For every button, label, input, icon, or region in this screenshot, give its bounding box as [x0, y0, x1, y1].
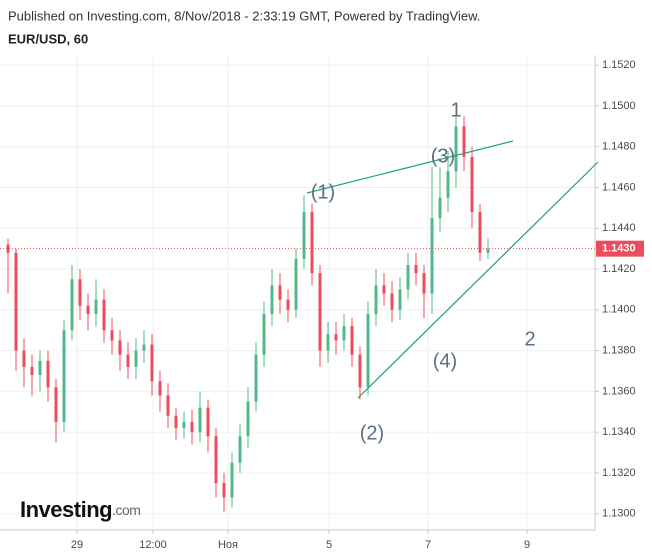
candle-body [302, 211, 306, 259]
logo-suffix: .com [112, 502, 140, 518]
candle-body [166, 395, 170, 416]
annotation: (2) [360, 422, 384, 444]
candle-body [350, 326, 354, 355]
candle-body [54, 387, 58, 422]
candle-body [430, 218, 434, 294]
candle-body [422, 273, 426, 294]
candle-body [190, 421, 194, 433]
candle-body [406, 264, 410, 290]
candle-body [46, 360, 50, 388]
candle-body [70, 279, 74, 331]
annotation: 2 [524, 328, 535, 350]
candle-body [446, 171, 450, 198]
candle-body [398, 289, 402, 310]
candle-body [358, 354, 362, 388]
candle-body [174, 415, 178, 429]
y-tick-label: 1.1480 [602, 141, 636, 153]
y-tick-label: 1.1400 [602, 304, 636, 316]
logo-name: Investing [20, 497, 112, 522]
trend-line [357, 161, 599, 399]
candle-body [214, 436, 218, 484]
candle-body [334, 334, 338, 341]
published-note: Published on Investing.com, 8/Nov/2018 -… [8, 8, 480, 23]
candle-body [318, 273, 322, 351]
candle-body [238, 436, 242, 463]
candle-body [454, 126, 458, 172]
candle-body [310, 211, 314, 274]
annotation: (4) [433, 350, 457, 372]
annotation: 1 [450, 99, 461, 121]
candle-body [438, 197, 442, 219]
candle-body [366, 313, 370, 388]
last-price-label: 1.1430 [602, 243, 636, 255]
candle-body [182, 421, 186, 429]
y-tick-label: 1.1460 [602, 181, 636, 193]
candle-body [14, 252, 18, 351]
symbol-title: EUR/USD, 60 [8, 31, 88, 46]
candle-body [38, 360, 42, 376]
candle-body [478, 211, 482, 253]
candle-body [110, 330, 114, 341]
y-tick-label: 1.1440 [602, 222, 636, 234]
candle-body [126, 354, 130, 367]
candle-body [390, 293, 394, 310]
y-tick-label: 1.1340 [602, 426, 636, 438]
x-tick-label: 7 [425, 539, 431, 551]
candle-body [262, 313, 266, 355]
y-tick-label: 1.1380 [602, 345, 636, 357]
candle-body [30, 366, 34, 376]
candle-body [470, 156, 474, 212]
annotation: (3) [431, 145, 455, 167]
candle-body [414, 264, 418, 274]
candle-body [118, 340, 122, 355]
candle-body [246, 401, 250, 437]
y-tick-label: 1.1300 [602, 508, 636, 520]
candle-body [254, 354, 258, 402]
candle-body [486, 248, 490, 253]
candle-body [342, 326, 346, 341]
candle-body [230, 462, 234, 498]
y-tick-label: 1.1500 [602, 100, 636, 112]
candle-body [294, 258, 298, 310]
annotation: (1) [311, 181, 335, 203]
candle-body [158, 381, 162, 396]
candle-body [278, 285, 282, 300]
candle-body [62, 330, 66, 422]
x-tick-label: 12:00 [139, 539, 167, 551]
candle-body [382, 285, 386, 294]
candle-body [86, 305, 90, 314]
trend-line [306, 140, 514, 194]
candle-body [374, 285, 378, 314]
candle-body [6, 244, 10, 253]
candle-body [102, 299, 106, 331]
y-tick-label: 1.1520 [602, 59, 636, 71]
candle-body [142, 344, 146, 351]
candle-body [22, 350, 26, 367]
candle-body [206, 407, 210, 437]
candle-body [198, 407, 202, 433]
candle-body [134, 350, 138, 367]
y-tick-label: 1.1420 [602, 263, 636, 275]
candle-body [270, 285, 274, 314]
y-tick-label: 1.1360 [602, 385, 636, 397]
candle-body [222, 483, 226, 498]
plot [6, 112, 490, 512]
x-tick-label: 5 [326, 539, 332, 551]
last-price-box [596, 240, 644, 257]
candle-body [462, 126, 466, 157]
logo: Investing.com [20, 497, 140, 522]
candle-body [150, 344, 154, 382]
x-tick-label: Ноя [218, 539, 238, 551]
candle-body [78, 279, 82, 306]
y-tick-label: 1.1320 [602, 467, 636, 479]
x-tick-label: 9 [524, 539, 530, 551]
candle-body [286, 299, 290, 310]
x-tick-label: 29 [71, 539, 83, 551]
candle-body [94, 299, 98, 314]
candle-body [326, 334, 330, 351]
